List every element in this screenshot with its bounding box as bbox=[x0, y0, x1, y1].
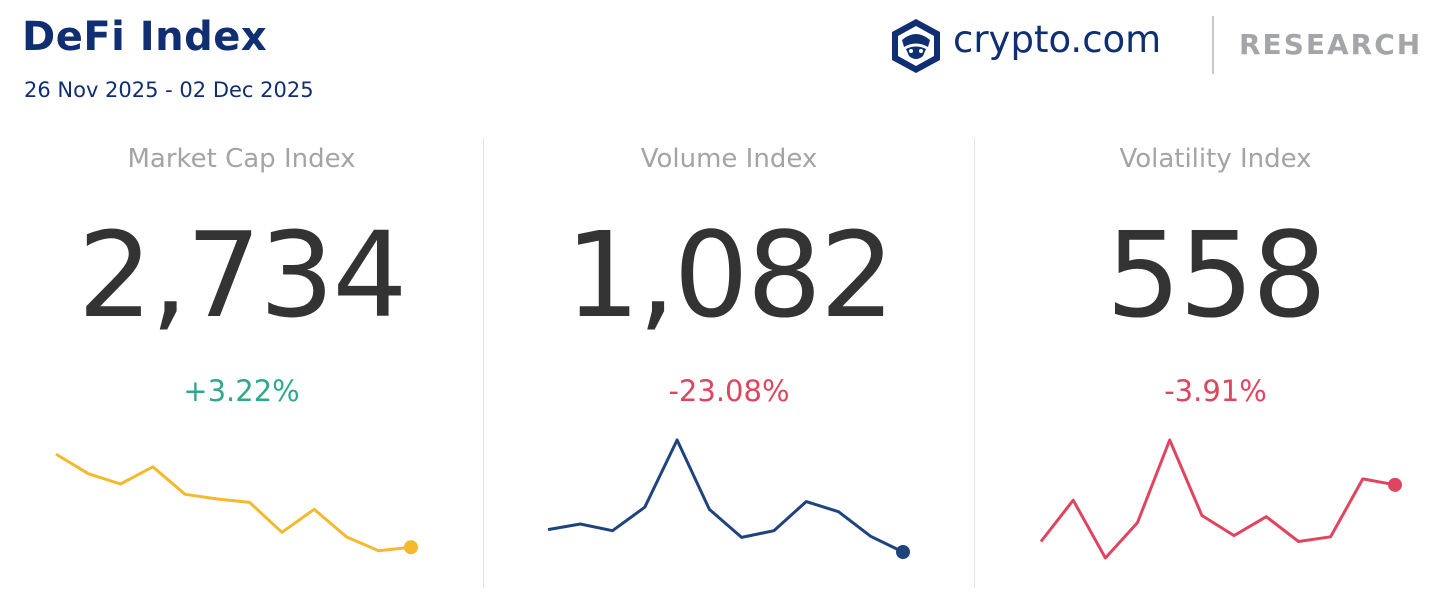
brand-division: RESEARCH bbox=[1239, 28, 1423, 61]
volatility-value: 558 bbox=[1105, 206, 1327, 344]
volatility-panel: Volatility Index 558 -3.91% bbox=[975, 138, 1456, 593]
sparkline-series-line bbox=[547, 438, 904, 554]
market-cap-panel: Market Cap Index 2,734 +3.22% bbox=[0, 138, 483, 593]
sparkline-series-line bbox=[1039, 438, 1396, 560]
volatility-sparkline bbox=[1039, 438, 1402, 560]
volume-label: Volume Index bbox=[640, 144, 818, 174]
sparkline-end-point bbox=[404, 540, 418, 555]
market-cap-sparkline bbox=[55, 452, 418, 555]
page-title: DeFi Index bbox=[22, 14, 268, 60]
market-cap-label: Market Cap Index bbox=[127, 144, 356, 174]
sparkline-end-point bbox=[1388, 477, 1402, 492]
volatility-label: Volatility Index bbox=[1119, 144, 1312, 174]
sparkline-series-line bbox=[55, 452, 412, 553]
market-cap-change: +3.22% bbox=[183, 374, 300, 408]
panel-divider bbox=[483, 138, 484, 588]
crypto-com-lion-shield-icon bbox=[892, 19, 940, 73]
panel-divider bbox=[974, 138, 975, 588]
volume-sparkline bbox=[547, 438, 910, 559]
brand-name: crypto.com bbox=[953, 18, 1162, 61]
date-range: 26 Nov 2025 - 02 Dec 2025 bbox=[24, 78, 314, 102]
brand-divider bbox=[1212, 16, 1214, 74]
volume-change: -23.08% bbox=[668, 374, 790, 408]
market-cap-value: 2,734 bbox=[77, 206, 408, 344]
brand-block: crypto.com RESEARCH bbox=[890, 16, 1450, 76]
volatility-change: -3.91% bbox=[1164, 374, 1267, 408]
sparkline-end-point bbox=[896, 545, 910, 559]
volume-value: 1,082 bbox=[565, 206, 895, 344]
volume-panel: Volume Index 1,082 -23.08% bbox=[484, 138, 974, 593]
